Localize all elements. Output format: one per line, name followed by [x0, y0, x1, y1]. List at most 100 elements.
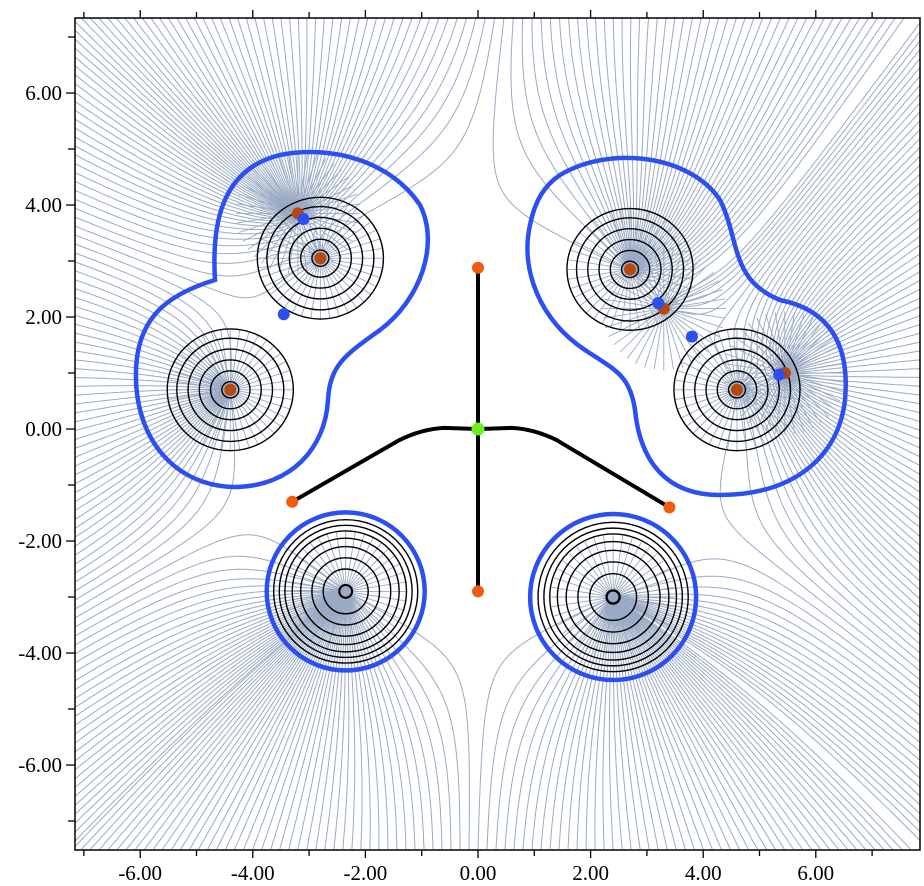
gradient-line [785, 306, 920, 373]
plot-frame [74, 17, 921, 851]
gradient-line [335, 591, 347, 653]
gradient-line [784, 253, 920, 371]
gradient-line [167, 18, 296, 211]
contour [272, 519, 419, 664]
nuclear-attractor-point [624, 263, 637, 276]
x-tick-label: -6.00 [118, 861, 162, 885]
gradient-line [236, 212, 298, 224]
contour [694, 348, 780, 432]
gradient-line [75, 145, 296, 222]
gradient-line [75, 568, 343, 637]
gradient-line [278, 154, 299, 214]
gradient-line [756, 317, 786, 374]
gradient-line [306, 594, 346, 850]
gradient-line [617, 597, 920, 753]
gradient-line [663, 308, 674, 370]
gradient-line [75, 591, 345, 771]
gradient-line [603, 18, 631, 266]
gradient-line [252, 593, 346, 850]
gradient-line [562, 596, 614, 634]
gradient-line [613, 599, 668, 850]
gradient-line [247, 176, 299, 214]
gradient-line [80, 18, 297, 214]
gradient-line [631, 18, 693, 268]
gradient-line [784, 372, 829, 417]
gradient-line [784, 317, 814, 374]
x-tick-label: 2.00 [572, 861, 609, 885]
gradient-line [612, 596, 669, 626]
contour [338, 583, 354, 599]
gradient-line [615, 597, 920, 815]
bond-critical-point [773, 368, 786, 381]
gradient-line [576, 596, 614, 648]
x-tick-label: 6.00 [797, 861, 834, 885]
gradient-line [631, 18, 685, 267]
gradient-line [75, 592, 345, 848]
gradient-line [75, 389, 227, 405]
y-tick-label: 0.00 [25, 417, 62, 441]
gradient-line [75, 385, 228, 390]
gradient-line [784, 262, 920, 371]
gradient-line [780, 182, 920, 372]
gradient-line [234, 594, 345, 850]
gradient-line [739, 388, 920, 591]
gradient-line [784, 344, 841, 374]
gradient-line [663, 280, 720, 310]
gradient-line [237, 18, 298, 210]
gradient-line [549, 18, 630, 267]
gradient-line [345, 532, 366, 592]
gradient-line [614, 599, 767, 850]
contour [537, 521, 689, 673]
gradient-line [780, 374, 920, 520]
gradient-line [346, 595, 389, 849]
gradient-line [612, 600, 632, 850]
gradient-line [247, 213, 299, 250]
gradient-line [612, 596, 673, 617]
gradient-line [345, 563, 402, 592]
gradient-line [290, 563, 346, 592]
gradient-line [347, 592, 470, 849]
gradient-line [75, 100, 296, 216]
gradient-line [784, 372, 805, 432]
gradient-line [243, 593, 346, 850]
gradient-line [345, 590, 405, 611]
gradient-line [75, 534, 343, 619]
gradient-line [653, 308, 665, 370]
contour [620, 260, 640, 279]
gradient-line [301, 18, 404, 215]
gradient-line [75, 394, 231, 601]
gradient-line [663, 308, 723, 329]
gradient-line [765, 128, 920, 375]
gradient-line [153, 594, 344, 850]
contour [682, 337, 792, 443]
basin-boundaries [133, 149, 848, 683]
gradient-line [784, 312, 795, 374]
gradient-line [245, 18, 298, 210]
gradient-line [785, 375, 920, 440]
gradient-line [301, 18, 395, 214]
gradient-line [75, 393, 229, 565]
gradient-line [75, 56, 296, 215]
contour [565, 549, 661, 645]
gradient-line [612, 596, 650, 648]
gradient-line [788, 341, 920, 373]
gradient-line [345, 530, 356, 592]
basin-upper-left [133, 149, 430, 490]
gradient-line [777, 374, 920, 538]
gradient-line [75, 592, 343, 780]
y-tick-label: 2.00 [25, 305, 62, 329]
gradient-line [765, 314, 786, 374]
gradient-line [75, 592, 344, 762]
gradient-line [614, 597, 902, 850]
gradient-line [784, 322, 822, 374]
gradient-line [521, 18, 629, 268]
gradient-line [615, 598, 911, 850]
gradient-line [297, 152, 308, 214]
gradient-line [75, 591, 345, 718]
gradient-line [318, 18, 486, 256]
contour [299, 545, 392, 637]
gradient-line [738, 93, 920, 388]
gradient-line [630, 18, 641, 267]
gradient-line [775, 155, 920, 372]
gradient-line [616, 575, 920, 699]
